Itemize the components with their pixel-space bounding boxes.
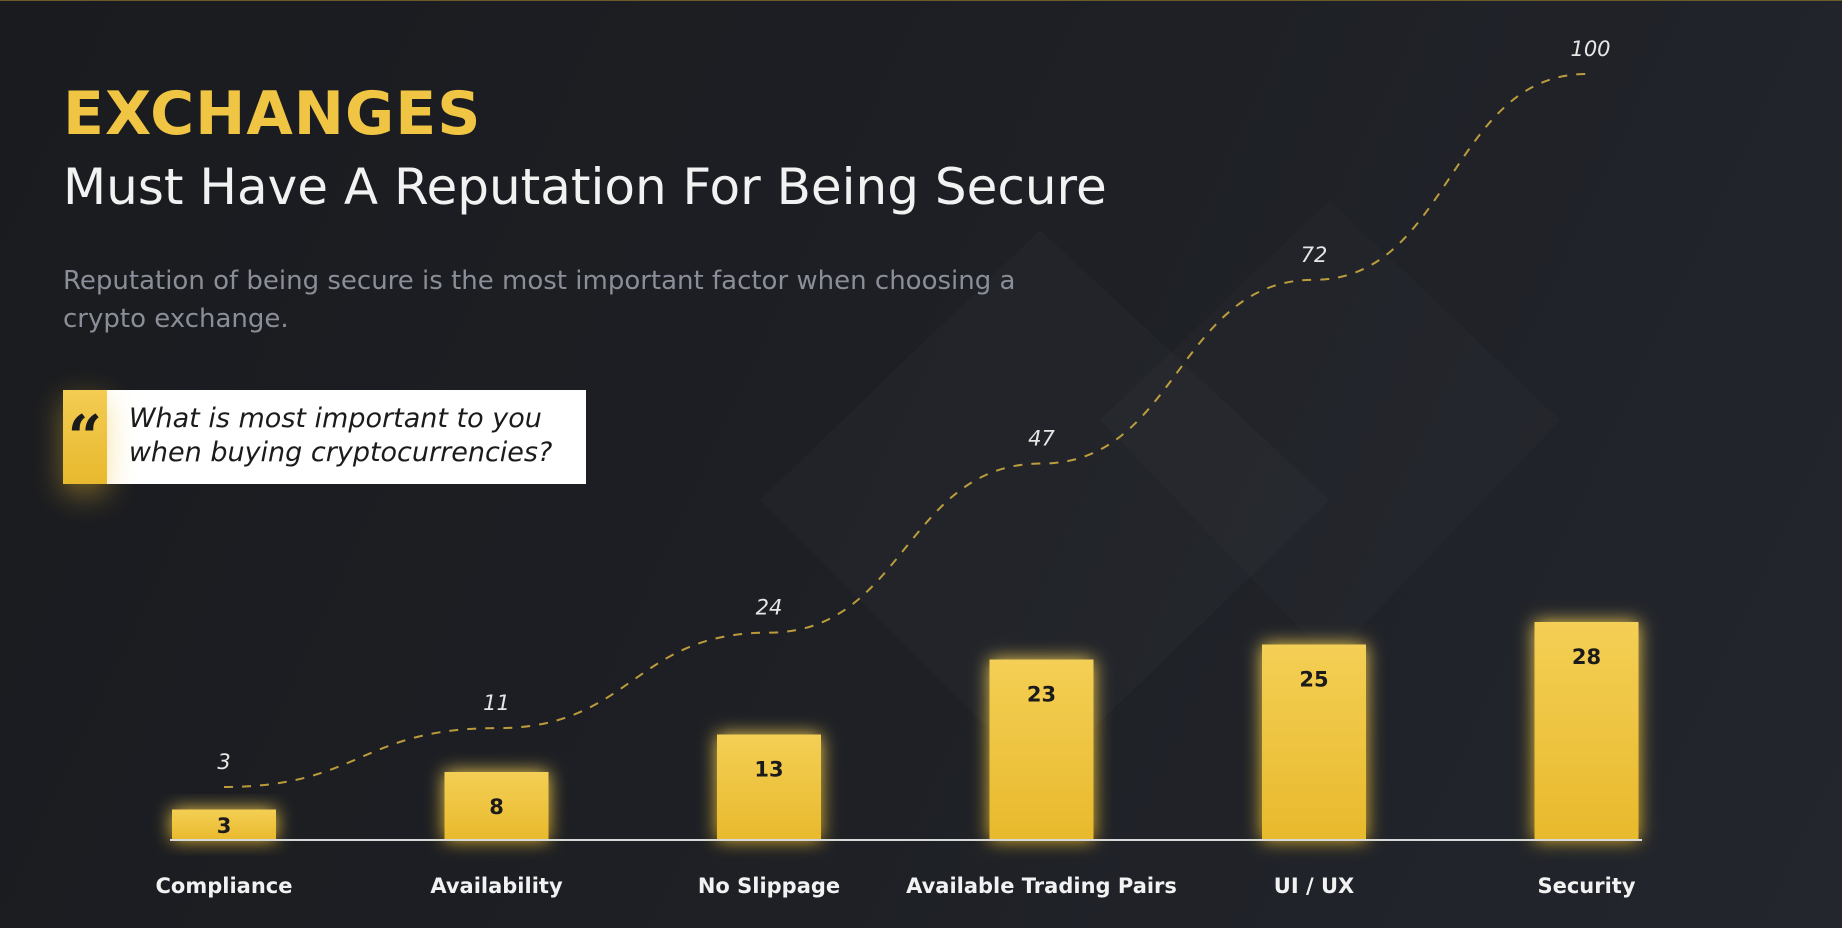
bar (717, 734, 821, 840)
category-label: Compliance (156, 874, 293, 898)
line-value-label: 100 (1570, 37, 1610, 61)
bar-value-label: 23 (1027, 683, 1056, 707)
survey-question-box: “ What is most important to you when buy… (63, 390, 586, 484)
line-value-label: 3 (217, 750, 230, 774)
bar (172, 809, 276, 840)
survey-question-text: What is most important to you when buyin… (128, 403, 553, 468)
line-value-label: 47 (1028, 427, 1055, 451)
category-label: Availability (430, 874, 563, 898)
bar-value-label: 28 (1572, 645, 1601, 669)
bar-value-label: 8 (489, 795, 504, 819)
trend-line (223, 73, 1587, 788)
line-value-label: 72 (1301, 243, 1328, 267)
bar (1534, 622, 1639, 840)
bar-value-label: 25 (1299, 668, 1328, 692)
bar-value-label: 13 (754, 758, 783, 782)
category-label: Available Trading Pairs (906, 874, 1177, 898)
bar (1262, 644, 1366, 840)
page-subtitle: Must Have A Reputation For Being Secure (63, 158, 1107, 216)
description-text: Reputation of being secure is the most i… (63, 266, 1016, 334)
bar-value-label: 3 (217, 814, 232, 838)
bar (989, 659, 1094, 840)
page-title: EXCHANGES (63, 79, 482, 149)
line-value-label: 11 (483, 691, 510, 715)
line-value-label: 24 (756, 596, 783, 620)
category-label: UI / UX (1274, 874, 1354, 898)
top-border (0, 0, 1842, 1)
category-label: No Slippage (698, 874, 840, 898)
bar (444, 772, 549, 840)
quote-icon: “ (63, 390, 107, 484)
category-label: Security (1537, 874, 1635, 898)
